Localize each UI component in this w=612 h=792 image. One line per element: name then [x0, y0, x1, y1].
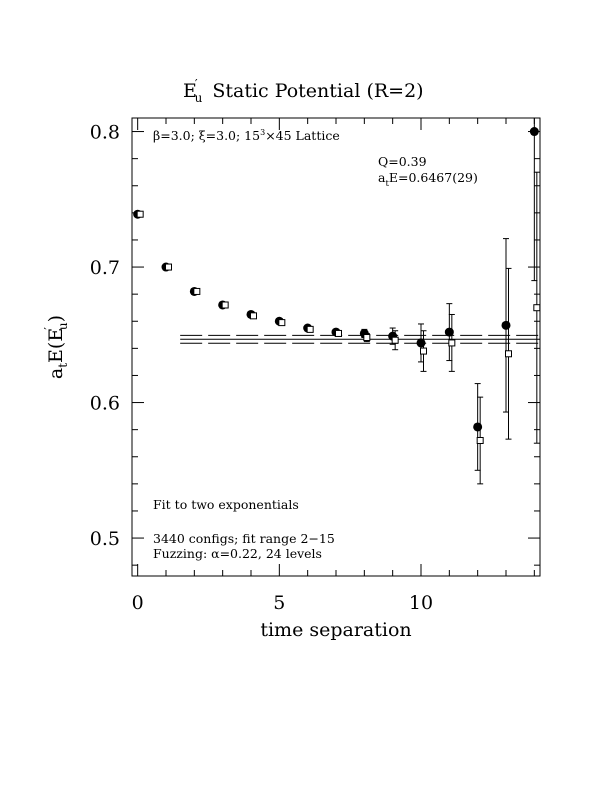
data-point-square [533, 304, 541, 312]
energy-annotation: atE=0.6467(29) [378, 170, 478, 189]
lattice-annotation: β=3.0; ξ=3.0; 153×45 Lattice [153, 128, 340, 143]
q-value-annotation: Q=0.39 [378, 154, 427, 169]
data-point-circle [501, 320, 511, 330]
chart-title: E′ u Static Potential (R=2) [183, 77, 424, 105]
y-label-sub1: t [56, 363, 70, 368]
fit-type-annotation: Fit to two exponentials [153, 497, 299, 512]
x-tick-label: 5 [273, 592, 285, 614]
data-point-circle [529, 127, 539, 137]
data-point-square [363, 334, 371, 342]
y-tick-label: 0.8 [90, 122, 120, 144]
data-point-square [476, 436, 484, 444]
data-point-square [505, 350, 512, 358]
data-point-square [391, 336, 399, 344]
lattice-suffix: ×45 Lattice [265, 128, 340, 143]
data-markers [133, 127, 541, 444]
data-point-circle [444, 327, 454, 337]
x-tick-label: 0 [132, 592, 144, 614]
x-tick-label: 10 [409, 592, 433, 614]
y-label-prime: ′ [42, 327, 56, 330]
y-label-close: ) [45, 315, 67, 322]
energy-prefix: a [378, 170, 386, 185]
data-point-square [165, 263, 172, 271]
data-point-square [250, 312, 257, 320]
data-point-square [136, 210, 144, 218]
lattice-sup: 3 [260, 128, 265, 137]
data-point-square [420, 347, 427, 355]
y-axis-label: atE(E′u) [42, 315, 70, 379]
title-symbol: E [183, 80, 197, 102]
y-label-main: a [45, 368, 67, 379]
data-point-circle [473, 422, 483, 432]
lattice-prefix: β=3.0; ξ=3.0; 15 [153, 128, 260, 143]
y-tick-label: 0.7 [90, 257, 120, 279]
axis-tick-labels: 0 5 10 0.5 0.6 0.7 0.8 [90, 122, 433, 614]
configs-annotation: 3440 configs; fit range 2−15 [153, 531, 335, 546]
x-axis-label: time separation [260, 619, 411, 641]
y-tick-label: 0.5 [90, 528, 120, 550]
data-point-circle [416, 338, 426, 348]
energy-suffix: E=0.6467(29) [389, 170, 478, 185]
data-point-square [306, 325, 314, 333]
y-label-mid: E(E [45, 328, 67, 363]
title-symbol-sub: u [195, 91, 203, 105]
data-point-square [193, 287, 201, 295]
y-label-sub2: u [56, 322, 70, 330]
title-text: Static Potential (R=2) [212, 80, 423, 102]
energy-sub: t [385, 179, 389, 189]
fuzzing-annotation: Fuzzing: α=0.22, 24 levels [153, 546, 322, 561]
y-tick-label: 0.6 [90, 393, 120, 415]
title-symbol-prime: ′ [195, 77, 198, 91]
fit-band [180, 334, 540, 344]
axis-ticks [132, 118, 540, 576]
data-point-square [278, 319, 286, 327]
data-point-square [448, 339, 456, 347]
data-point-square [335, 329, 342, 337]
data-point-square [221, 301, 229, 309]
